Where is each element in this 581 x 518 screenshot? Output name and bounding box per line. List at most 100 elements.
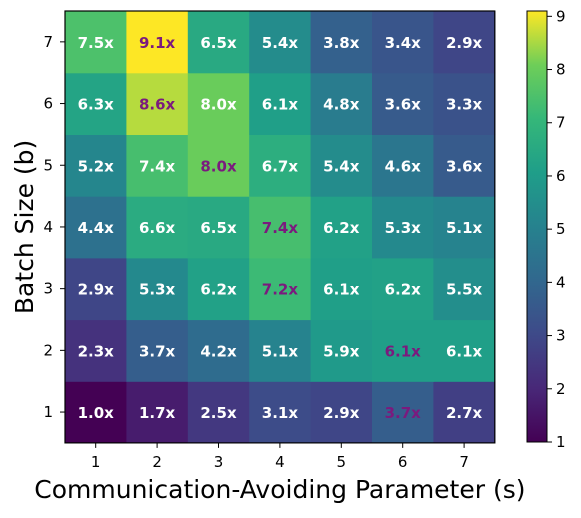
heatmap-cell — [433, 134, 496, 197]
heatmap-cell-labels: 1.0x 1.7x 2.5x 3.1x 2.9x 3.7x 2.7x 2.3x 3.7x 4.2x… — [78, 34, 483, 422]
heatmap-cell-label: 9.1x — [139, 34, 176, 52]
heatmap-cell-label: 6.1x — [323, 281, 360, 299]
y-tick-label: 3 — [43, 280, 53, 298]
heatmap-cell — [126, 11, 189, 74]
heatmap-cell — [372, 196, 434, 259]
colorbar-tick-label: 4 — [556, 273, 566, 291]
heatmap-cell — [126, 196, 189, 259]
heatmap-cell-label: 5.4x — [323, 157, 360, 175]
heatmap-cell — [433, 72, 496, 135]
y-axis-label: Batch Size (b) — [10, 140, 39, 314]
heatmap-cell-label: 6.2x — [323, 219, 360, 237]
heatmap-cell-label: 3.4x — [385, 34, 422, 52]
y-tick-label: 1 — [43, 403, 53, 421]
heatmap-cell-label: 8.6x — [139, 96, 176, 114]
heatmap-cell — [310, 381, 373, 444]
colorbar-ticks: 1 2 3 4 5 6 7 8 9 — [547, 7, 566, 451]
y-tick-label: 7 — [43, 33, 53, 51]
heatmap-cell-label: 2.9x — [446, 34, 483, 52]
x-tick-label: 4 — [275, 453, 285, 471]
heatmap-cell — [65, 319, 127, 382]
heatmap-cell — [249, 72, 312, 135]
colorbar-tick-label: 2 — [556, 380, 566, 398]
heatmap-cell-label: 7.5x — [78, 34, 115, 52]
heatmap-cell-label: 5.1x — [446, 219, 483, 237]
heatmap-cell-label: 2.5x — [200, 404, 237, 422]
heatmap-cell-label: 6.5x — [200, 219, 237, 237]
x-tick-label: 1 — [91, 453, 101, 471]
heatmap-cell-label: 5.3x — [139, 281, 176, 299]
heatmap-cell-label: 6.6x — [139, 219, 176, 237]
heatmap-cell — [372, 72, 434, 135]
heatmap-cell-label: 3.1x — [262, 404, 299, 422]
heatmap-cell — [126, 72, 189, 135]
heatmap-cell — [126, 381, 189, 444]
heatmap-cell-label: 2.3x — [78, 342, 115, 360]
heatmap-cell — [433, 196, 496, 259]
heatmap-cell-label: 6.1x — [385, 342, 422, 360]
heatmap-cell — [372, 11, 434, 74]
heatmap-cell-label: 2.9x — [78, 281, 115, 299]
heatmap-cell — [372, 257, 434, 321]
heatmap-cell — [65, 134, 127, 197]
heatmap-cell-label: 5.2x — [78, 157, 115, 175]
heatmap-cell — [433, 319, 496, 382]
heatmap-cell-label: 7.4x — [262, 219, 299, 237]
heatmap-cell — [126, 257, 189, 321]
heatmap-cell — [187, 134, 250, 197]
heatmap-cell-label: 1.0x — [78, 404, 115, 422]
heatmap-cell-label: 1.7x — [139, 404, 176, 422]
heatmap-cell — [310, 196, 373, 259]
heatmap-cell-label: 5.4x — [262, 34, 299, 52]
heatmap-cell — [187, 11, 250, 74]
heatmap-cell — [65, 11, 127, 74]
heatmap-cell-label: 6.2x — [385, 281, 422, 299]
heatmap-cell-label: 3.7x — [385, 404, 422, 422]
y-axis-ticks: 1 2 3 4 5 6 7 — [43, 33, 65, 421]
colorbar-tick-label: 5 — [556, 220, 566, 238]
heatmap-cell-label: 3.8x — [323, 34, 360, 52]
heatmap-cell-label: 3.6x — [446, 157, 483, 175]
heatmap-cell-label: 3.6x — [385, 96, 422, 114]
colorbar-tick-label: 8 — [556, 61, 566, 79]
x-tick-label: 7 — [459, 453, 469, 471]
heatmap-cell — [249, 381, 312, 444]
x-tick-label: 2 — [152, 453, 162, 471]
heatmap-cell — [433, 381, 496, 444]
heatmap-cell-label: 6.5x — [200, 34, 237, 52]
heatmap-cell — [249, 11, 312, 74]
colorbar-tick-label: 6 — [556, 167, 566, 185]
heatmap-cell — [65, 257, 127, 321]
heatmap-cell-label: 7.4x — [139, 157, 176, 175]
heatmap-cell — [249, 196, 312, 259]
heatmap-cell-label: 2.7x — [446, 404, 483, 422]
x-tick-label: 3 — [214, 453, 224, 471]
heatmap-cell-label: 5.1x — [262, 342, 299, 360]
heatmap-cell — [310, 72, 373, 135]
heatmap-cell — [372, 134, 434, 197]
y-tick-label: 6 — [43, 95, 53, 113]
heatmap-cell — [249, 257, 312, 321]
heatmap-cell — [187, 257, 250, 321]
y-tick-label: 2 — [43, 341, 53, 359]
y-tick-label: 5 — [43, 156, 53, 174]
heatmap-cell-label: 6.2x — [200, 281, 237, 299]
heatmap-cell-label: 6.1x — [446, 342, 483, 360]
heatmap-cell — [65, 381, 127, 444]
colorbar-tick-label: 7 — [556, 114, 566, 132]
heatmap-cell — [310, 134, 373, 197]
heatmap-cell — [187, 196, 250, 259]
x-axis-label: Communication-Avoiding Parameter (s) — [34, 475, 525, 504]
heatmap-cell — [372, 319, 434, 382]
heatmap-cell-label: 4.2x — [200, 342, 237, 360]
colorbar-tick-label: 3 — [556, 327, 566, 345]
heatmap-cells — [65, 11, 496, 444]
x-tick-label: 5 — [337, 453, 347, 471]
heatmap-cell — [310, 11, 373, 74]
heatmap-cell-label: 4.8x — [323, 96, 360, 114]
heatmap-cell — [65, 72, 127, 135]
heatmap-cell — [249, 134, 312, 197]
colorbar-tick-label: 1 — [556, 433, 566, 451]
colorbar-tick-label: 9 — [556, 7, 566, 25]
